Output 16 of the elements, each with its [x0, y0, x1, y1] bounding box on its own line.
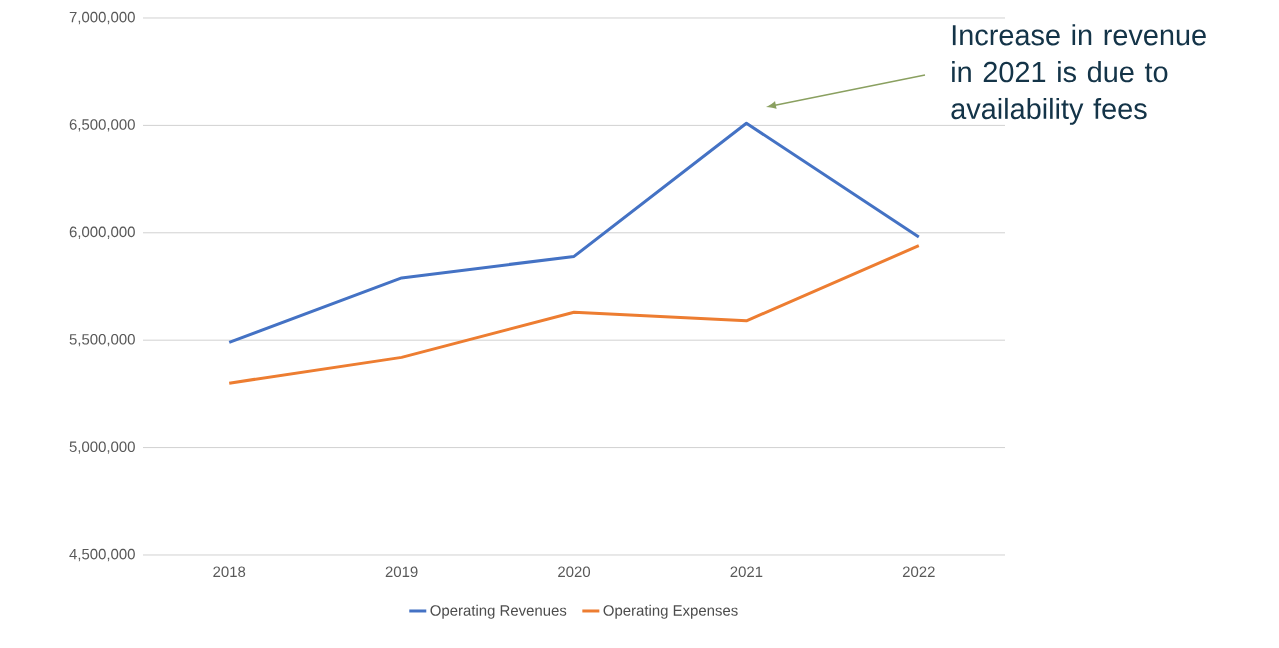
y-tick-label: 5,500,000 [69, 334, 135, 347]
x-tick-label: 2018 [213, 566, 246, 578]
y-tick-label: 5,000,000 [69, 441, 135, 454]
x-tick-label: 2020 [558, 566, 591, 578]
legend-label: Operating Revenues [430, 604, 567, 619]
x-tick-label: 2021 [730, 566, 763, 578]
legend-label: Operating Expenses [603, 604, 738, 619]
y-tick-label: 7,000,000 [69, 11, 135, 25]
y-tick-label: 4,500,000 [69, 548, 135, 562]
y-tick-label: 6,500,000 [69, 119, 135, 132]
line-series [227, 244, 921, 385]
y-tick-label: 6,000,000 [69, 226, 135, 239]
line-series [227, 121, 921, 344]
x-tick-label: 2022 [902, 566, 935, 578]
x-tick-label: 2019 [385, 566, 418, 578]
annotation: Increase in revenue in 2021 is due to availability fees [951, 24, 1206, 125]
